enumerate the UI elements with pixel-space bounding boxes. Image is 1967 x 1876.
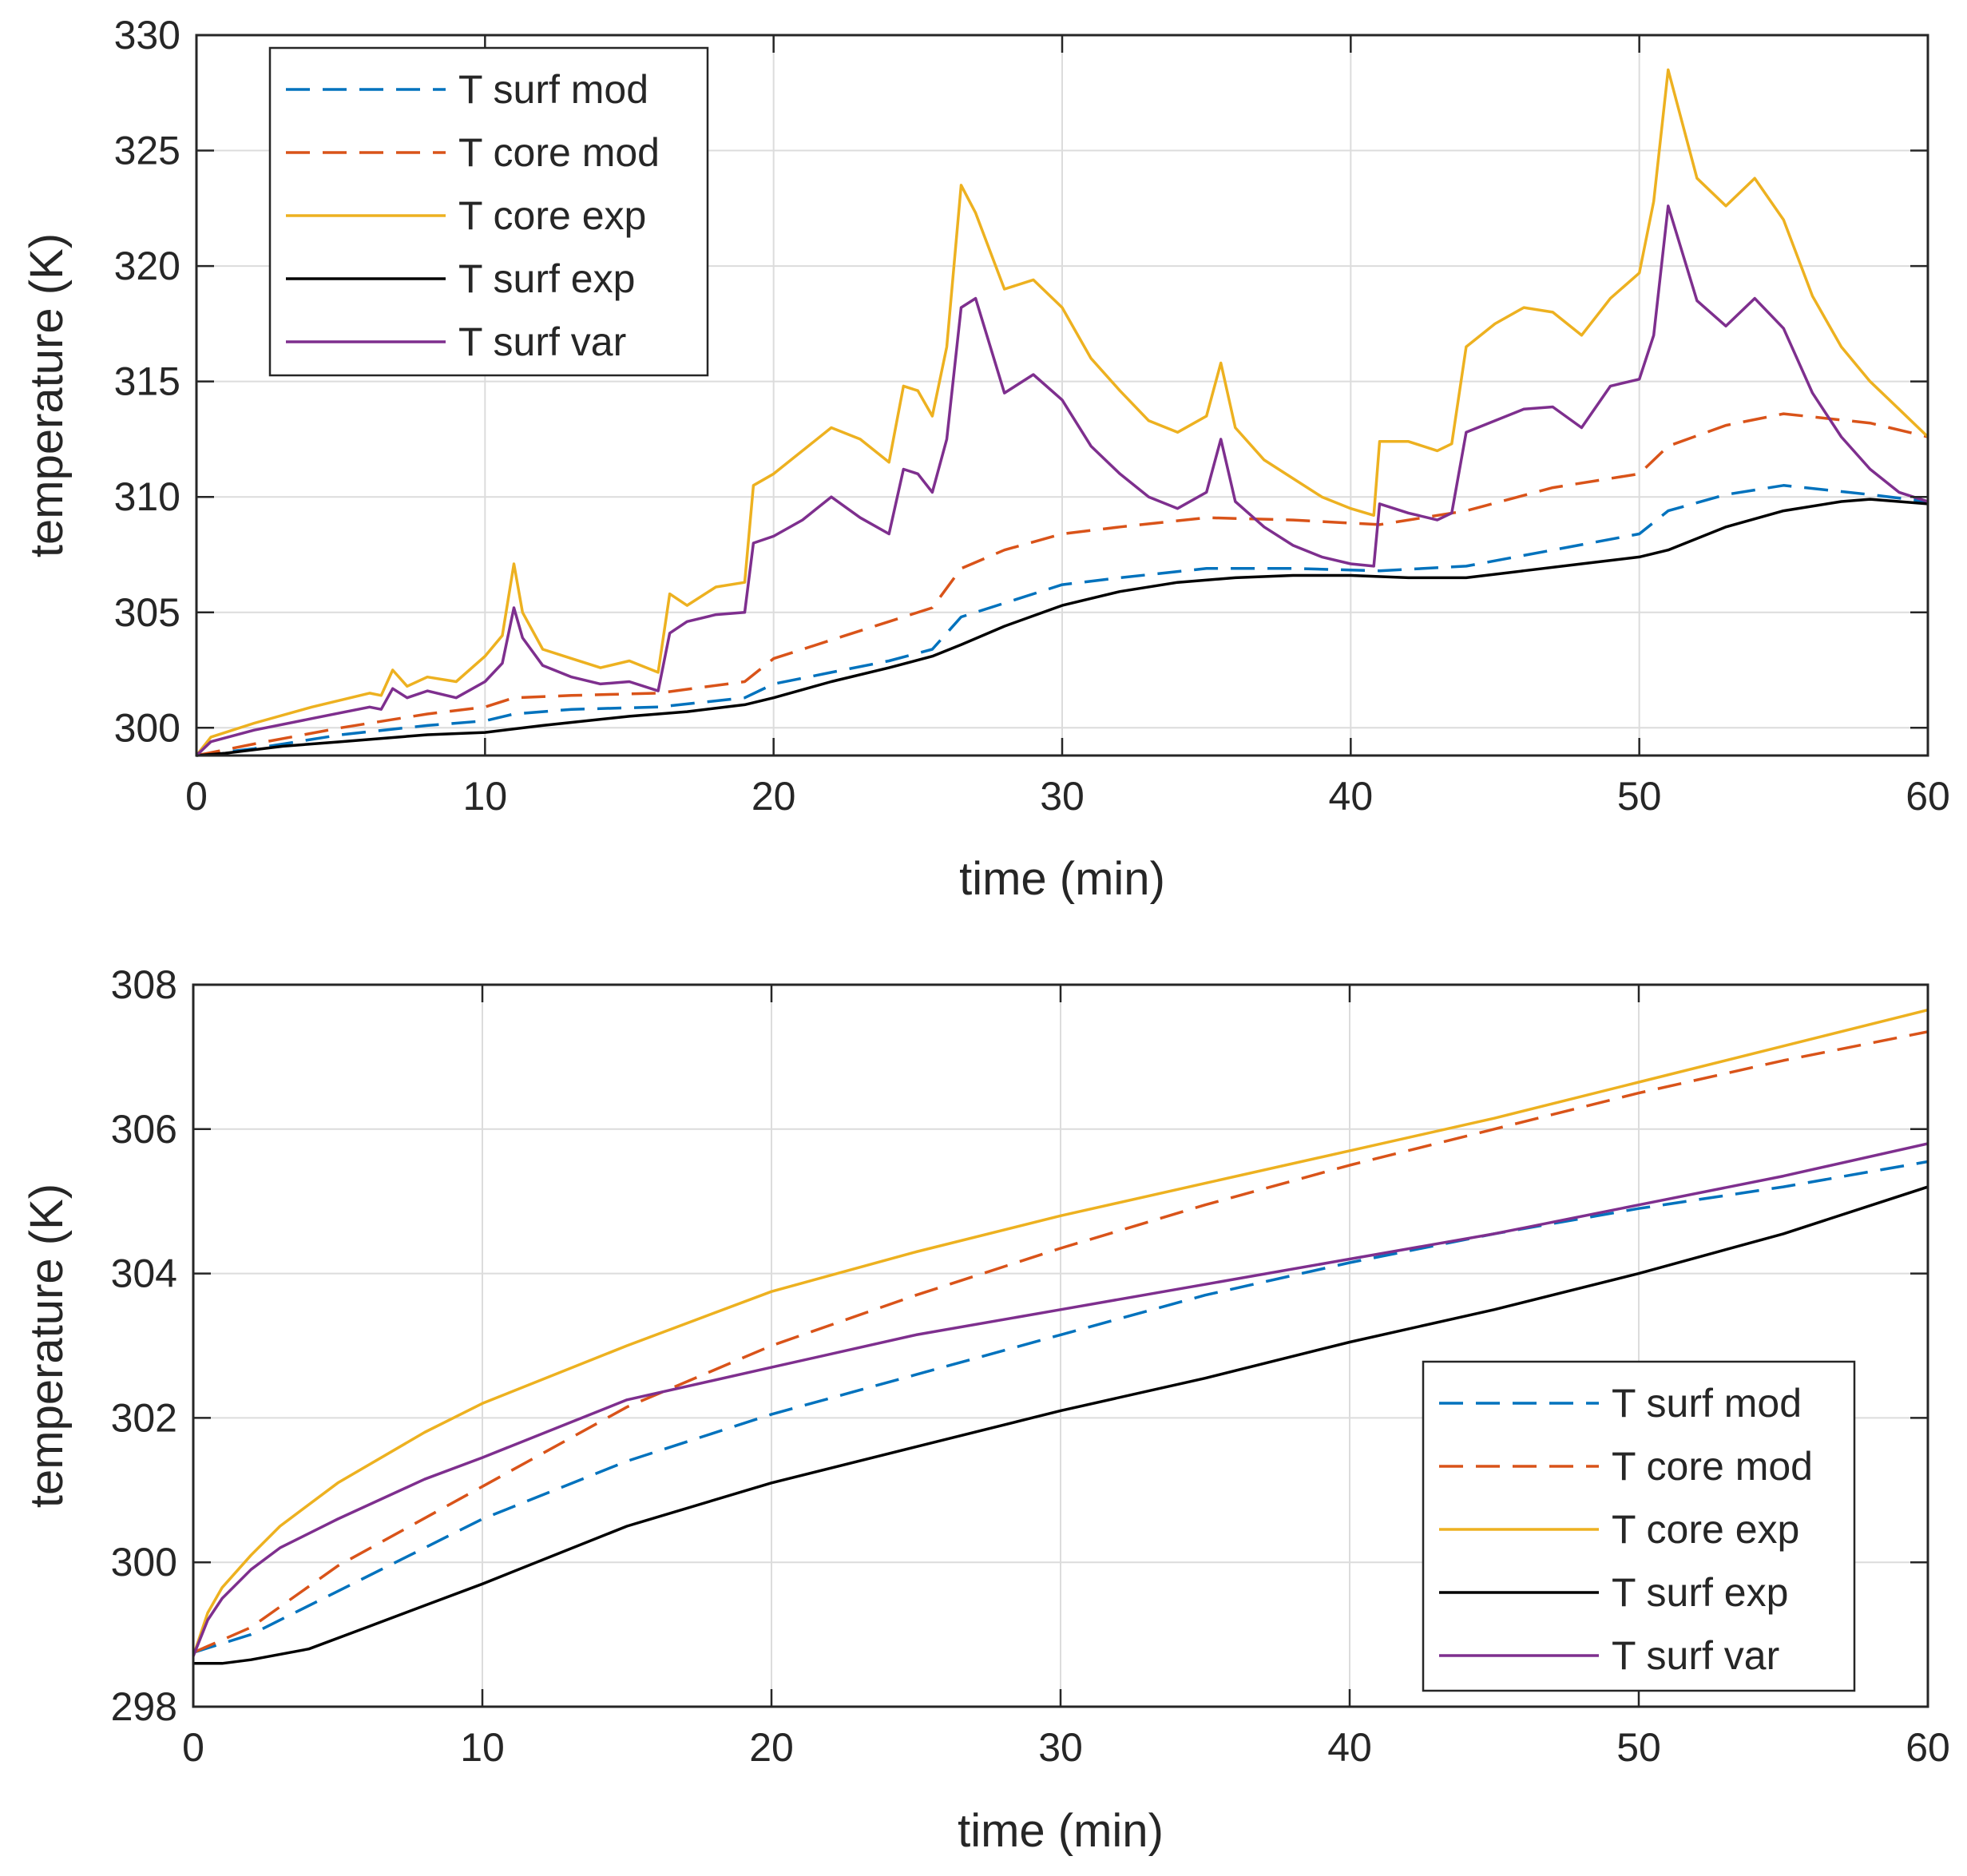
top-x-tick-label: 40 — [1329, 774, 1374, 819]
top-x-tick-label: 50 — [1617, 774, 1662, 819]
top-y-ticks: 300 305 310 315 320 325 330 — [114, 13, 1928, 750]
top-legend-label: T core exp — [458, 193, 646, 238]
bottom-y-tick-label: 300 — [111, 1540, 177, 1584]
top-series-t-surf-exp — [196, 498, 1929, 757]
top-y-tick-label: 320 — [114, 244, 180, 288]
top-y-tick-label: 300 — [114, 705, 180, 750]
bottom-x-tick-label: 10 — [460, 1725, 505, 1770]
bottom-y-tick-label: 302 — [111, 1395, 177, 1440]
bottom-y-tick-label: 306 — [111, 1107, 177, 1152]
bottom-legend: T surf mod T core mod T core exp T surf exp… — [1422, 1360, 1856, 1692]
top-legend-label: T surf var — [458, 319, 626, 364]
top-series-t-surf-mod — [196, 484, 1929, 757]
bottom-legend-label: T surf mod — [1612, 1381, 1802, 1426]
top-x-tick-label: 60 — [1906, 774, 1950, 819]
bottom-y-ticks: 298 300 302 304 306 308 — [111, 962, 1928, 1729]
bottom-x-tick-label: 0 — [182, 1725, 204, 1770]
bottom-series-t-core-mod — [192, 1030, 1929, 1654]
top-y-tick-label: 325 — [114, 129, 180, 173]
bottom-x-tick-label: 30 — [1038, 1725, 1083, 1770]
top-x-tick-label: 10 — [463, 774, 508, 819]
bottom-y-tick-label: 308 — [111, 962, 177, 1007]
bottom-series-lines — [192, 1008, 1929, 1665]
top-legend-label: T surf mod — [458, 67, 648, 112]
bottom-legend-label: T surf var — [1612, 1633, 1779, 1678]
bottom-series-t-surf-exp — [193, 1185, 1929, 1665]
top-legend-label: T surf exp — [458, 256, 635, 301]
top-x-tick-label: 20 — [752, 774, 796, 819]
bottom-x-tick-label: 20 — [749, 1725, 794, 1770]
bottom-x-tick-label: 60 — [1906, 1725, 1950, 1770]
bottom-legend-box — [1422, 1360, 1856, 1692]
bottom-series-t-surf-var — [192, 1142, 1929, 1657]
bottom-y-tick-label: 298 — [111, 1684, 177, 1729]
top-y-tick-label: 315 — [114, 359, 180, 404]
bottom-x-tick-label: 50 — [1616, 1725, 1661, 1770]
top-series-lines — [195, 68, 1929, 757]
bottom-legend-label: T core mod — [1612, 1444, 1813, 1489]
bottom-series-t-surf-mod — [192, 1160, 1929, 1654]
bottom-legend-label: T core exp — [1612, 1507, 1799, 1552]
bottom-legend-label: T surf exp — [1612, 1570, 1788, 1615]
top-x-tick-label: 0 — [185, 774, 208, 819]
top-legend-box — [268, 46, 709, 377]
top-x-axis-label: time (min) — [959, 853, 1165, 905]
bottom-temperature-plot: 0 10 20 30 40 50 60 298 300 302 304 306 308 time (m… — [21, 962, 1950, 1857]
bottom-y-axis-label: temperature (K) — [21, 1184, 73, 1508]
bottom-x-axis-label: time (min) — [958, 1805, 1164, 1857]
top-x-ticks: 0 10 20 30 40 50 60 — [185, 35, 1950, 819]
top-temperature-plot: 0 10 20 30 40 50 60 300 305 310 315 320 325 330 time… — [21, 13, 1950, 905]
top-y-tick-label: 330 — [114, 13, 180, 58]
top-series-t-core-exp — [195, 68, 1929, 757]
top-legend: T surf mod T core mod T core exp T surf exp… — [268, 46, 709, 377]
bottom-series-t-core-exp — [192, 1008, 1929, 1657]
bottom-x-ticks: 0 10 20 30 40 50 60 — [182, 985, 1950, 1770]
top-y-axis-label: temperature (K) — [21, 233, 73, 557]
top-legend-label: T core mod — [458, 130, 660, 175]
bottom-y-tick-label: 304 — [111, 1251, 177, 1296]
top-y-tick-label: 310 — [114, 474, 180, 519]
bottom-x-tick-label: 40 — [1327, 1725, 1372, 1770]
top-series-t-surf-var — [195, 204, 1929, 757]
top-y-tick-label: 305 — [114, 590, 180, 635]
top-series-t-core-mod — [196, 412, 1929, 757]
top-x-tick-label: 30 — [1040, 774, 1085, 819]
